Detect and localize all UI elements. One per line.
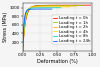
- Line: Loading t = 24h: Loading t = 24h: [23, 9, 52, 51]
- Loading t = 4h: [52, 6, 53, 7]
- Loading t = 8h: [46, 7, 47, 8]
- Loading t = 1h: [83, 5, 84, 6]
- Loading t = 8h: [37, 7, 38, 8]
- Line: Loading t = 8h: Loading t = 8h: [23, 8, 61, 51]
- Loading t = 8h: [50, 7, 51, 8]
- Loading t = 1h: [42, 5, 43, 6]
- Loading t = 4h: [28, 9, 29, 10]
- Loading t = 0h: [49, 5, 50, 6]
- Y-axis label: Stress (MPa): Stress (MPa): [4, 12, 8, 42]
- Loading t = 2h: [22, 50, 23, 51]
- Loading t = 4h: [22, 50, 23, 51]
- Loading t = 24h: [22, 50, 23, 51]
- Loading t = 0h: [65, 5, 66, 6]
- Loading t = 1h: [30, 8, 31, 9]
- Loading t = 2h: [29, 8, 30, 9]
- Line: Loading t = 1h: Loading t = 1h: [23, 6, 84, 51]
- Line: Loading t = 4h: Loading t = 4h: [23, 7, 70, 51]
- Loading t = 4h: [46, 6, 47, 7]
- Line: Loading t = 0h: Loading t = 0h: [23, 5, 91, 51]
- Loading t = 0h: [71, 5, 72, 6]
- Loading t = 8h: [41, 7, 42, 8]
- Loading t = 0h: [44, 5, 46, 6]
- Loading t = 1h: [66, 5, 68, 6]
- Loading t = 4h: [56, 6, 58, 7]
- Loading t = 24h: [32, 9, 33, 10]
- Loading t = 0h: [22, 50, 23, 51]
- Loading t = 8h: [60, 7, 61, 8]
- Loading t = 8h: [27, 10, 28, 11]
- Line: Loading t = 2h: Loading t = 2h: [23, 6, 77, 51]
- Loading t = 24h: [26, 11, 27, 12]
- Loading t = 1h: [22, 50, 23, 51]
- Loading t = 1h: [61, 5, 62, 6]
- X-axis label: Deformation (%): Deformation (%): [37, 59, 78, 64]
- Loading t = 8h: [50, 7, 51, 8]
- Loading t = 4h: [56, 6, 58, 7]
- Loading t = 1h: [46, 5, 48, 6]
- Loading t = 4h: [69, 6, 70, 7]
- Loading t = 24h: [34, 9, 35, 10]
- Loading t = 0h: [90, 5, 91, 6]
- Loading t = 0h: [56, 5, 57, 6]
- Loading t = 0h: [72, 5, 73, 6]
- Loading t = 8h: [22, 50, 23, 51]
- Loading t = 1h: [53, 5, 54, 6]
- Loading t = 1h: [67, 5, 68, 6]
- Legend: Loading t = 0h, Loading t = 1h, Loading t = 2h, Loading t = 4h, Loading t = 8h, : Loading t = 0h, Loading t = 1h, Loading …: [52, 15, 91, 44]
- Loading t = 2h: [40, 6, 41, 7]
- Loading t = 0h: [30, 7, 32, 8]
